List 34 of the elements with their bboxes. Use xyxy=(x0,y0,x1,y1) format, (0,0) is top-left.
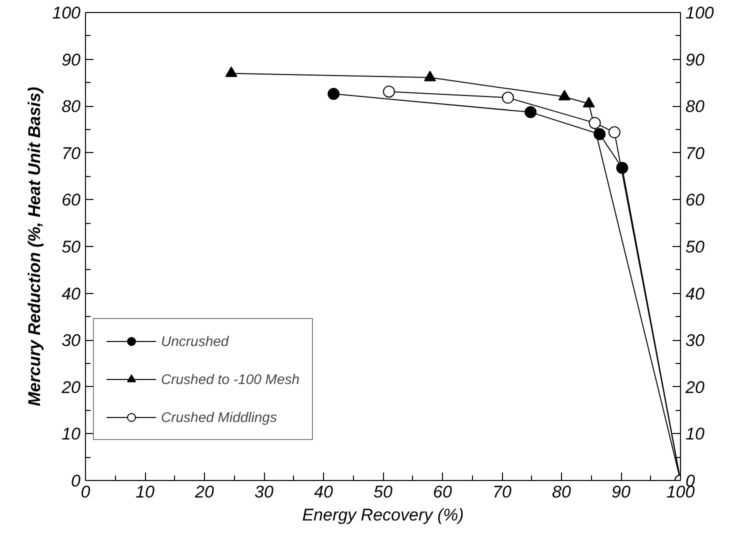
y2-tick-label: 20 xyxy=(684,378,705,397)
x-tick-label: 40 xyxy=(314,482,334,502)
y-tick-label: 90 xyxy=(62,50,82,70)
y2-tick-label: 60 xyxy=(686,190,705,210)
x-tick-label: 30 xyxy=(254,482,274,502)
y-axis-title: Mercury Reduction (%, Heat Unit Basis) xyxy=(25,86,44,406)
y-tick-label: 30 xyxy=(62,331,82,350)
y-tick-label: 20 xyxy=(60,378,82,397)
y-tick-label: 70 xyxy=(62,144,82,163)
x-axis-title: Energy Recovery (%) xyxy=(302,506,464,524)
y-tick-label: 40 xyxy=(62,284,82,304)
y-tick-label: 80 xyxy=(62,97,82,116)
y-tick-label: 10 xyxy=(62,424,82,444)
x-tick-label: 90 xyxy=(612,482,631,502)
x-tick-label: 80 xyxy=(552,482,572,502)
y2-tick-label: 70 xyxy=(686,144,705,163)
y2-tick-label: 50 xyxy=(686,238,705,256)
legend-label: Crushed to -100 Mesh xyxy=(161,371,300,387)
y2-tick-label: 80 xyxy=(686,97,705,116)
y-tick-label: 50 xyxy=(62,238,82,256)
legend-label: Crushed Middlings xyxy=(161,409,277,425)
legend-label: Uncrushed xyxy=(161,333,229,349)
y2-tick-label: 10 xyxy=(686,424,705,444)
x-tick-label: 10 xyxy=(136,482,155,502)
x-tick-label: 70 xyxy=(492,482,512,502)
x-tick-label: 50 xyxy=(374,482,393,502)
y-tick-label: 60 xyxy=(62,190,82,210)
x-tick-label: 20 xyxy=(194,482,214,502)
y2-tick-label: 100 xyxy=(686,4,714,22)
y2-tick-label: 40 xyxy=(686,284,705,304)
y-tick-label: 100 xyxy=(52,4,82,22)
y2-tick-label: 30 xyxy=(686,331,705,350)
y2-tick-label: 90 xyxy=(686,50,705,70)
x-tick-label: 60 xyxy=(433,482,452,502)
